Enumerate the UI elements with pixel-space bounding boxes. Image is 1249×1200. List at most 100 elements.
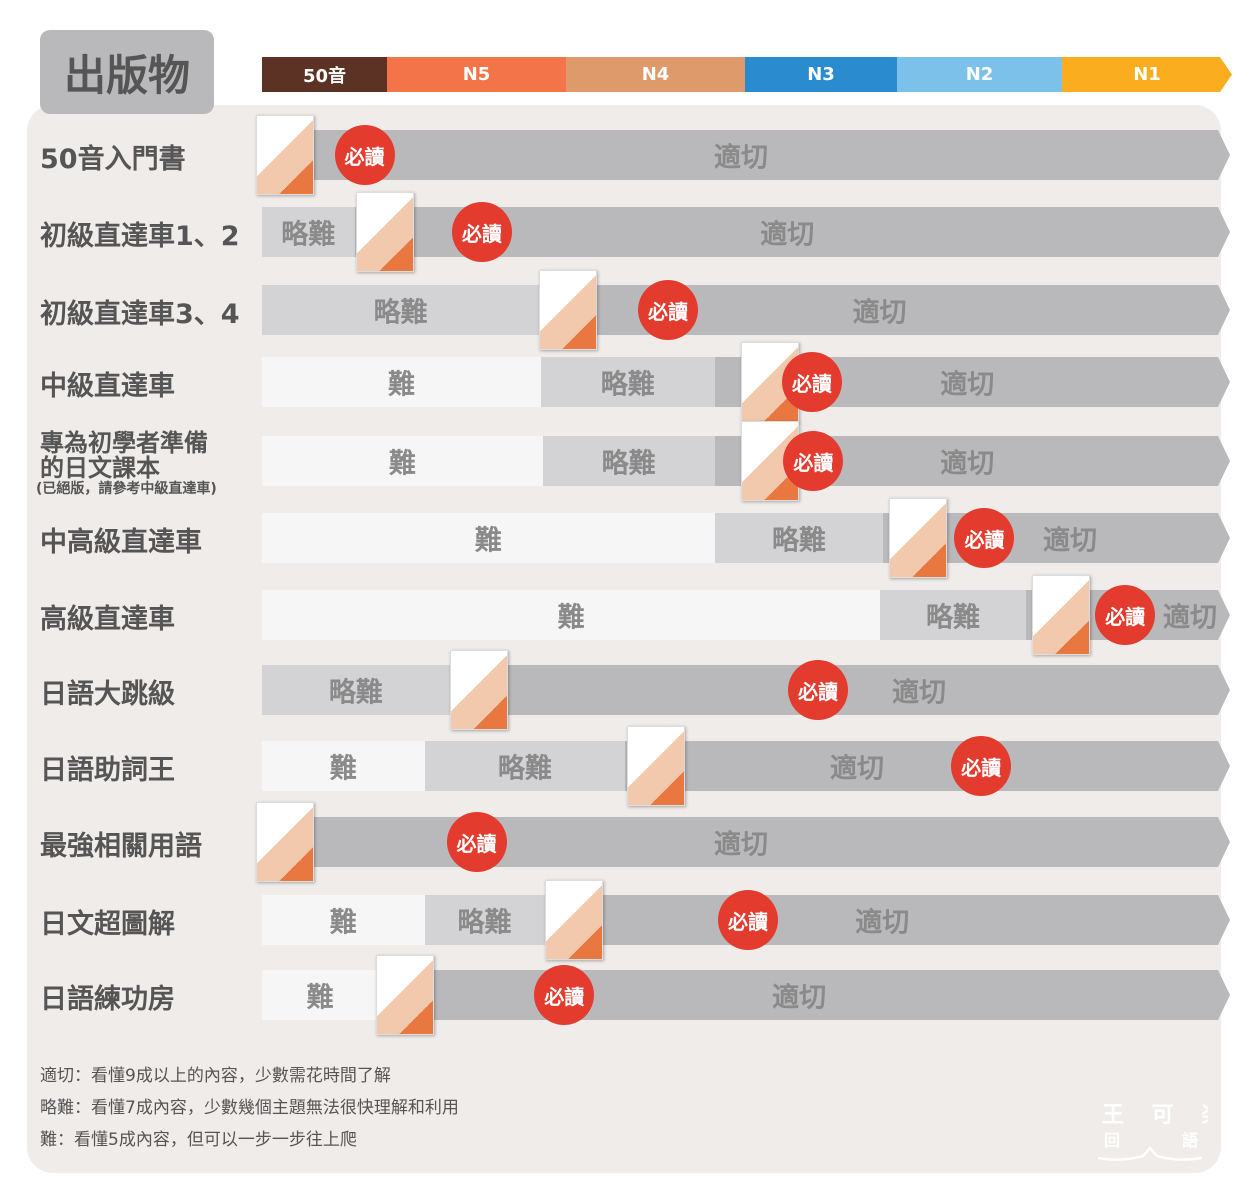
level-N2: N2 [897, 57, 1062, 92]
segment-label: 適切 [760, 219, 815, 251]
segment-label: 適切 [714, 829, 768, 861]
segment-略難 [540, 357, 715, 407]
must-read-badge: 必讀 [781, 352, 842, 412]
segment-label: 難 [557, 602, 585, 634]
book-cover [544, 880, 603, 960]
legend-item-hard: 難：看懂5成內容，但可以一步一步往上爬 [40, 1130, 357, 1150]
page-title: 出版物 [40, 30, 214, 114]
segment-label: 難 [306, 982, 334, 1014]
segment-label: 略難 [600, 369, 655, 401]
segment-label: 適切 [772, 982, 827, 1014]
row-title: 高級直達車 [40, 604, 175, 635]
must-read-badge: 必讀 [638, 280, 699, 340]
legend: 適切：看懂9成以上的內容，少數需花時間了解 略難：看懂7成內容，少數幾個主題無法… [40, 1060, 459, 1156]
must-read-badge: 必讀 [783, 431, 844, 491]
legend-item-slightly-hard: 略難：看懂7成內容，少數幾個主題無法很快理解和利用 [40, 1098, 459, 1118]
segment-label: 適切 [855, 907, 910, 939]
must-read-badge: 必讀 [334, 125, 395, 185]
row-title: 專為初學者準備 [40, 429, 208, 457]
must-read-badge: 必讀 [1095, 585, 1156, 645]
segment-label: 難 [387, 369, 415, 401]
segment-難 [262, 590, 881, 640]
level-N4: N4 [566, 57, 745, 92]
logo-mark: 王 可 楽 回 語 [1097, 1102, 1223, 1161]
book-cover [255, 115, 314, 195]
segment-label: 略難 [281, 219, 336, 251]
segment-難 [262, 513, 715, 563]
segment-略難 [262, 665, 450, 715]
level-N3: N3 [745, 57, 897, 92]
segment-label: 難 [329, 753, 357, 785]
segment-適切 [625, 741, 1230, 791]
segment-略難 [880, 590, 1026, 640]
book-cover [255, 802, 314, 882]
must-read-badge: 必讀 [787, 660, 848, 720]
brand-logo: 王 可 楽 回 語 [1097, 1098, 1223, 1170]
segment-label: 適切 [1163, 602, 1217, 634]
segment-label: 適切 [892, 677, 946, 709]
segment-label: 略難 [925, 602, 980, 634]
difficulty-bar [262, 130, 1230, 180]
segment-略難 [542, 436, 715, 486]
segment-難 [262, 357, 541, 407]
difficulty-bar [262, 741, 1230, 791]
segment-略難 [262, 207, 355, 257]
level-N5: N5 [387, 57, 566, 92]
difficulty-bar [262, 665, 1230, 715]
segment-略難 [424, 741, 626, 791]
row-note: (已絕版，請參考中級直達車) [36, 481, 217, 497]
row-title: 日語練功房 [40, 984, 175, 1015]
segment-label: 適切 [1043, 525, 1097, 557]
book-cover [626, 726, 685, 806]
must-read-badge: 必讀 [718, 890, 779, 950]
svg-text:語: 語 [1182, 1131, 1208, 1150]
row-title: 中級直達車 [40, 371, 175, 402]
segment-難 [262, 895, 425, 945]
segment-label: 略難 [328, 677, 383, 709]
row-title: 專為初學者準備 的日文課本 (已絕版，請參考中級直達車) [36, 429, 217, 498]
segment-label: 難 [329, 907, 357, 939]
book-cover [355, 192, 414, 272]
book-cover [375, 955, 434, 1035]
row-title: 初級直達車3、4 [40, 299, 240, 330]
segment-略難 [262, 285, 540, 335]
segment-label: 適切 [940, 369, 995, 401]
segment-label: 適切 [830, 753, 884, 785]
segment-難 [262, 436, 543, 486]
segment-label: 略難 [457, 907, 512, 939]
row-title: 最強相關用語 [40, 831, 202, 862]
segment-label: 難 [388, 448, 416, 480]
must-read-badge: 必讀 [446, 812, 507, 872]
difficulty-bar [262, 817, 1230, 867]
segment-label: 難 [474, 525, 502, 557]
row-title: 日語助詞王 [40, 755, 175, 786]
segment-label: 略難 [497, 753, 552, 785]
row-title: 中高級直達車 [40, 527, 202, 558]
book-cover [449, 650, 508, 730]
segment-label: 略難 [771, 525, 826, 557]
row-title: 50音入門書 [40, 144, 186, 175]
segment-label: 略難 [601, 448, 656, 480]
book-cover [1032, 575, 1091, 655]
level-scale-bar: 50音 N5 N4 N3 N2 N1 [262, 57, 1232, 92]
row-title: 日語大跳級 [40, 679, 175, 710]
segment-難 [262, 741, 425, 791]
level-N1: N1 [1062, 57, 1232, 92]
segment-略難 [714, 513, 884, 563]
difficulty-bar [262, 895, 1230, 945]
must-read-badge: 必讀 [451, 202, 512, 262]
book-cover [889, 498, 948, 578]
row-title: 日文超圖解 [40, 909, 175, 940]
segment-適切 [544, 895, 1230, 945]
difficulty-bar [262, 436, 1230, 486]
must-read-badge: 必讀 [534, 965, 595, 1025]
segment-適切 [262, 817, 1230, 867]
must-read-badge: 必讀 [954, 508, 1015, 568]
difficulty-bar [262, 970, 1230, 1020]
segment-label: 略難 [373, 297, 428, 329]
segment-略難 [424, 895, 545, 945]
segment-難 [262, 970, 379, 1020]
level-50音: 50音 [262, 57, 387, 92]
svg-text:王 可 楽: 王 可 楽 [1102, 1102, 1208, 1128]
segment-label: 適切 [940, 448, 995, 480]
